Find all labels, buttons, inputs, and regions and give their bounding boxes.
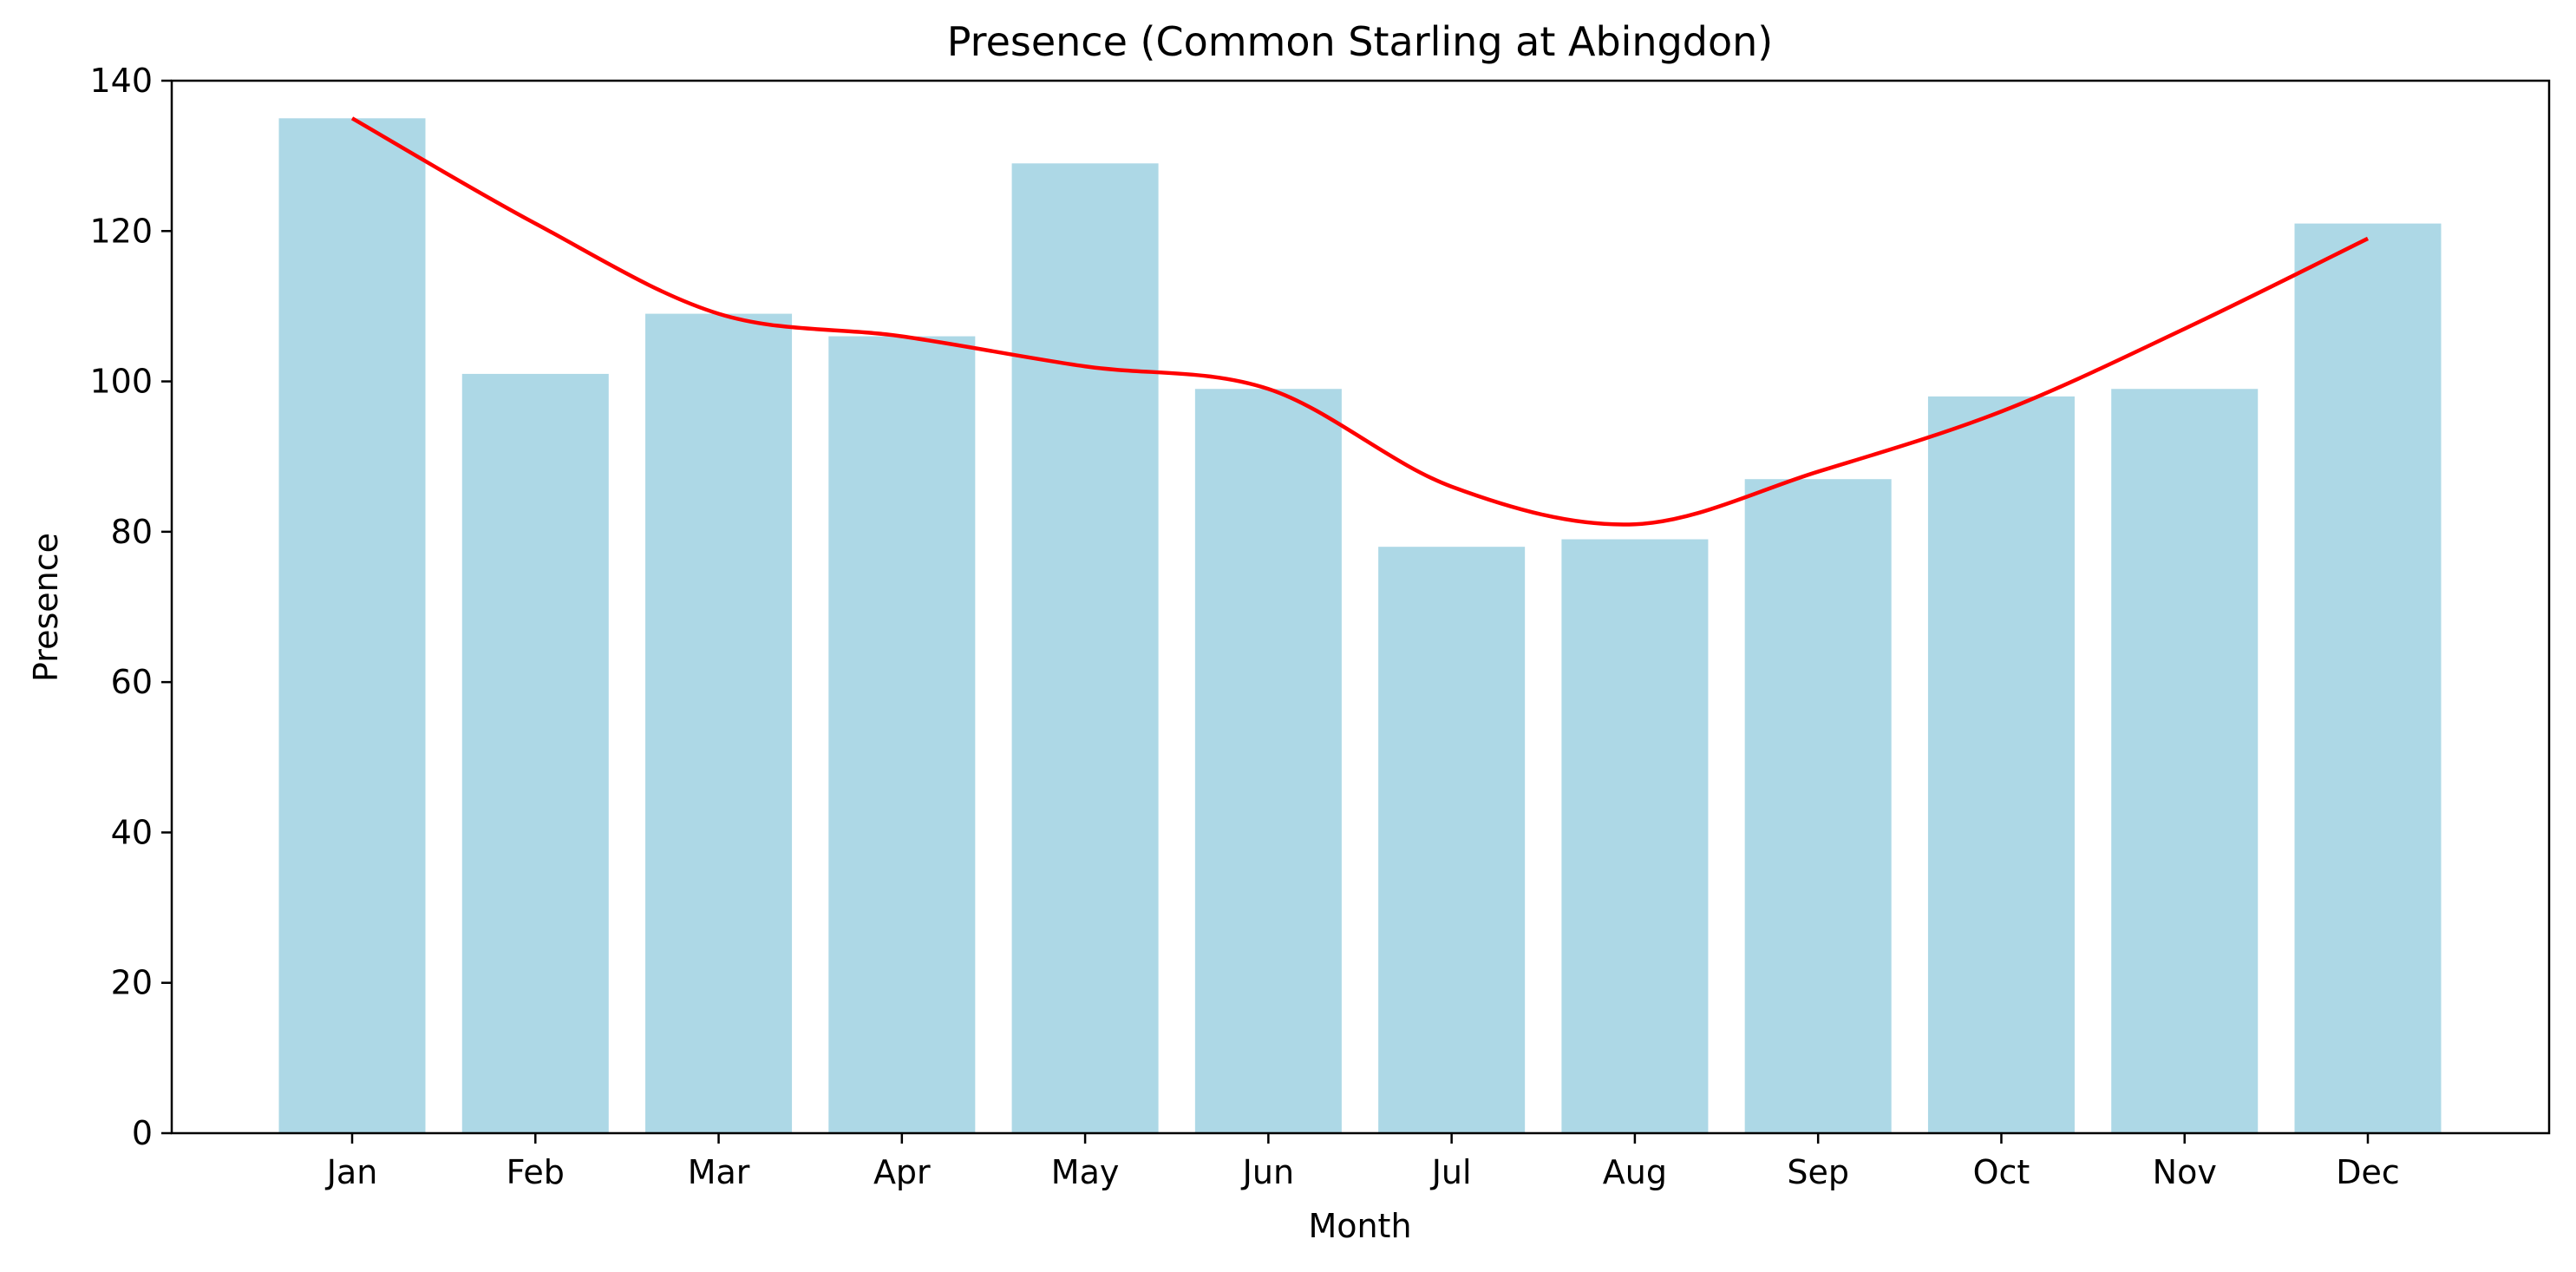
bar-oct <box>1927 396 2075 1133</box>
x-axis-ticks: Jan Feb Mar Apr May Jun Jul Aug Sep Oct Nov Dec <box>325 1133 2400 1191</box>
y-tick-label: 20 <box>111 964 153 1002</box>
x-tick-label-aug: Aug <box>1603 1153 1667 1191</box>
bar-sep <box>1744 479 1892 1133</box>
bar-jun <box>1194 389 1342 1133</box>
y-tick-label: 60 <box>111 663 153 701</box>
trend-line <box>350 116 2369 527</box>
bar-nov <box>2111 389 2259 1133</box>
chart-title: Presence (Common Starling at Abingdon) <box>947 18 1773 65</box>
x-tick-label-sep: Sep <box>1787 1153 1849 1191</box>
y-axis-label: Presence <box>27 533 65 682</box>
x-tick-label-oct: Oct <box>1973 1153 2030 1191</box>
x-tick-label-jan: Jan <box>325 1153 378 1191</box>
bar-aug <box>1561 539 1709 1133</box>
bar-feb <box>461 373 609 1134</box>
x-tick-label-may: May <box>1051 1153 1120 1191</box>
bar-jan <box>278 118 426 1134</box>
x-tick-label-nov: Nov <box>2153 1153 2217 1191</box>
x-axis-label: Month <box>1308 1207 1411 1245</box>
plot-frame <box>170 79 2551 1135</box>
y-tick-label: 100 <box>89 363 153 401</box>
bar-may <box>1011 163 1159 1134</box>
y-tick-label: 0 <box>132 1114 153 1152</box>
x-tick-label-apr: Apr <box>873 1153 931 1191</box>
bar-jul <box>1378 547 1526 1133</box>
x-tick-label-jul: Jul <box>1430 1153 1472 1191</box>
bar-apr <box>828 336 976 1134</box>
bar-dec <box>2294 223 2442 1133</box>
line-layer <box>350 116 2369 527</box>
x-tick-label-feb: Feb <box>507 1153 565 1191</box>
y-tick-label: 120 <box>89 212 153 250</box>
x-tick-label-jun: Jun <box>1241 1153 1294 1191</box>
y-axis-ticks: 0 20 40 60 80 100 120 140 <box>89 62 172 1152</box>
bar-mar <box>645 313 793 1133</box>
x-tick-label-mar: Mar <box>688 1153 750 1191</box>
bar-layer <box>278 118 2442 1134</box>
y-tick-label: 140 <box>89 62 153 100</box>
y-tick-label: 40 <box>111 813 153 851</box>
y-tick-label: 80 <box>111 513 153 551</box>
x-tick-label-dec: Dec <box>2336 1153 2400 1191</box>
